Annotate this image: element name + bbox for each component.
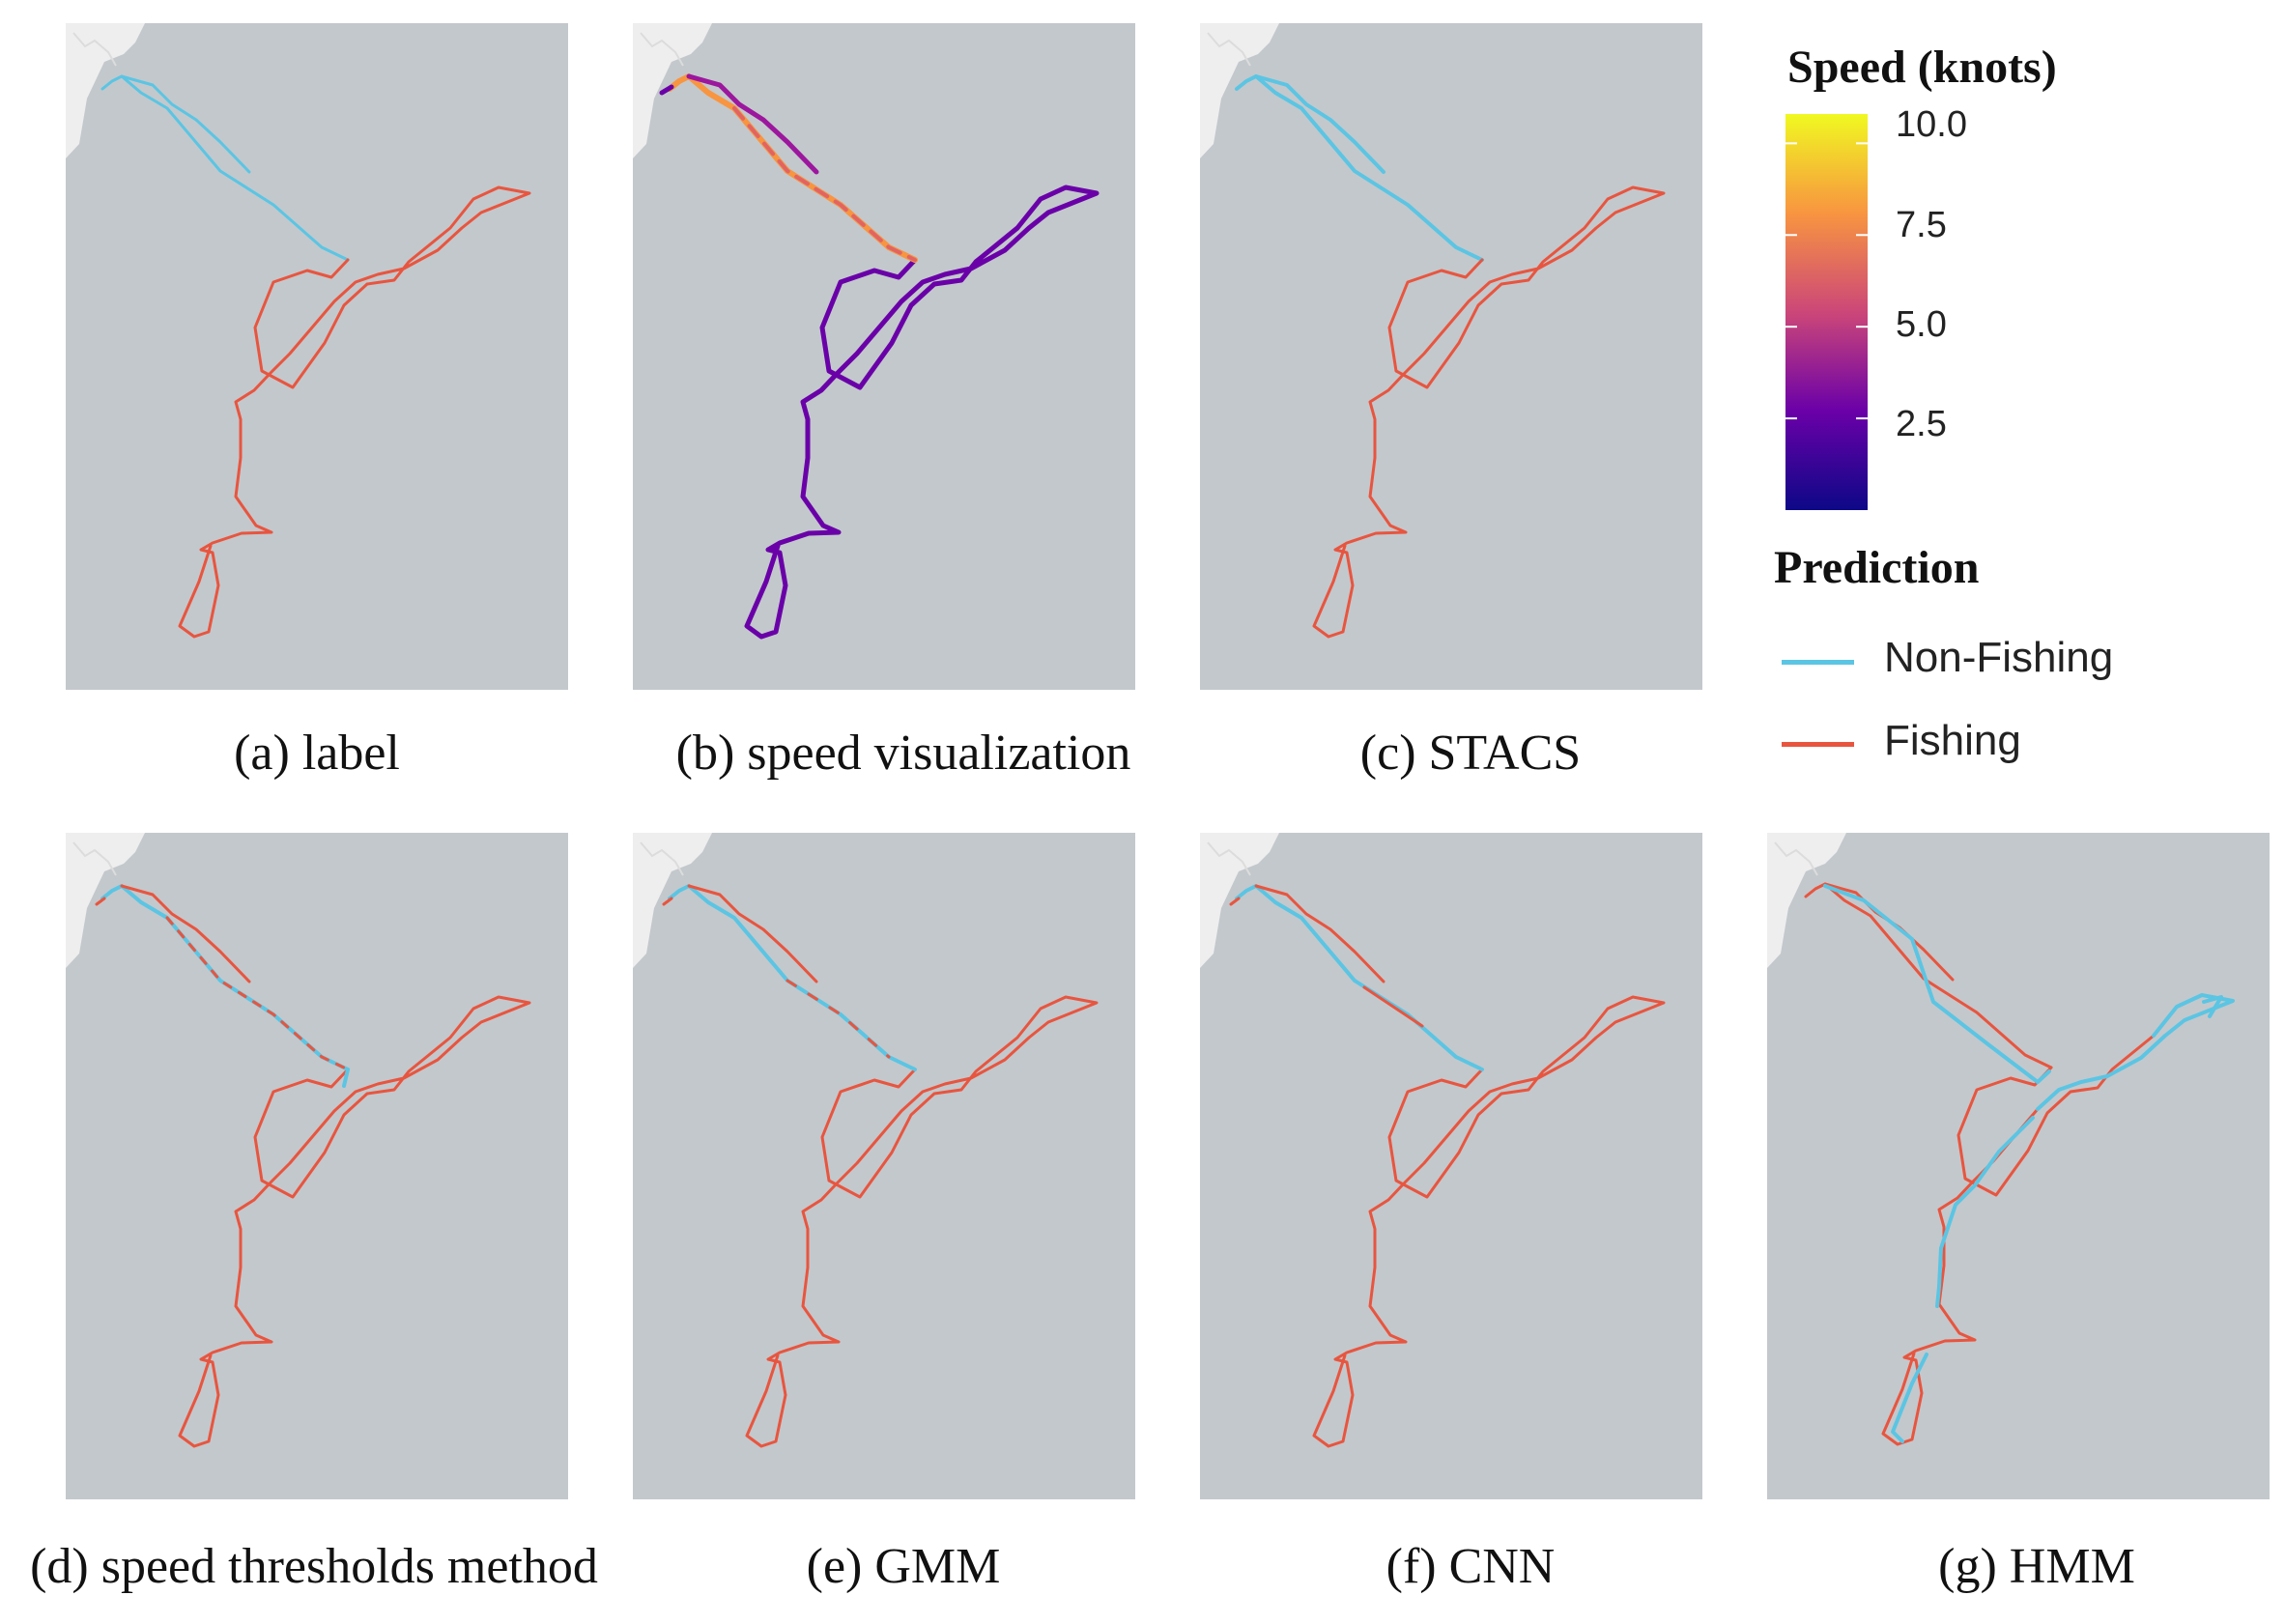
map-svg bbox=[633, 23, 1135, 690]
non-fishing-label: Non-Fishing bbox=[1884, 634, 2114, 681]
caption-f: (f) CNN bbox=[1385, 1539, 1556, 1594]
non-fishing-track bbox=[1235, 884, 1484, 1071]
sea-area bbox=[633, 833, 1135, 1499]
sea-area bbox=[66, 833, 568, 1499]
speed-tick-label: 2.5 bbox=[1896, 404, 1947, 444]
caption-d: (d) speed thresholds method bbox=[30, 1539, 598, 1594]
coast-road bbox=[640, 32, 684, 67]
non-fishing-track bbox=[342, 1068, 350, 1088]
speed-tick-label: 7.5 bbox=[1896, 205, 1947, 245]
fishing-track bbox=[662, 897, 673, 906]
speed-legend-title: Speed (knots) bbox=[1787, 42, 2057, 93]
fishing-track bbox=[1254, 884, 1385, 983]
map-panel-b bbox=[633, 23, 1135, 690]
non-fishing-track bbox=[2202, 995, 2223, 1018]
sea-area bbox=[66, 23, 568, 690]
fishing-track bbox=[178, 185, 531, 639]
fishing-track bbox=[1804, 882, 2053, 1069]
coastline-land bbox=[1200, 833, 1279, 968]
non-fishing-track bbox=[1823, 884, 2051, 1084]
caption-g: (g) HMM bbox=[1938, 1539, 2135, 1594]
coastline-land bbox=[66, 833, 145, 968]
map-panel-e bbox=[633, 833, 1135, 1499]
coast-road bbox=[1774, 841, 1818, 876]
map-svg bbox=[1200, 833, 1702, 1499]
coastline-land bbox=[633, 833, 712, 968]
map-svg bbox=[1767, 833, 2270, 1499]
coast-road bbox=[72, 32, 117, 67]
speed-track-fast bbox=[732, 106, 917, 262]
fishing-track bbox=[178, 995, 531, 1448]
map-svg bbox=[1200, 23, 1702, 690]
sea-area bbox=[1200, 833, 1702, 1499]
fishing-track bbox=[1312, 995, 1666, 1448]
non-fishing-track bbox=[1935, 1116, 2035, 1308]
map-panel-d bbox=[66, 833, 568, 1499]
caption-a: (a) label bbox=[234, 726, 400, 781]
map-panel-a bbox=[66, 23, 568, 690]
fishing-track bbox=[687, 884, 818, 983]
coastline-land bbox=[66, 23, 145, 158]
speed-tick-label: 5.0 bbox=[1896, 304, 1947, 345]
caption-c: (c) STACS bbox=[1359, 726, 1582, 781]
non-fishing-track bbox=[1254, 74, 1385, 174]
fishing-track bbox=[165, 916, 350, 1071]
speed-track-slow bbox=[744, 185, 1100, 640]
speed-track-slow bbox=[659, 84, 674, 96]
coast-road bbox=[640, 841, 684, 876]
caption-e: (e) GMM bbox=[806, 1539, 1001, 1594]
map-panel-f bbox=[1200, 833, 1702, 1499]
fishing-track bbox=[95, 897, 106, 906]
non-fishing-swatch bbox=[1782, 660, 1854, 665]
speed-track-mid bbox=[686, 73, 819, 175]
fishing-track bbox=[1229, 897, 1241, 906]
non-fishing-track bbox=[1891, 1353, 1928, 1443]
caption-b: (b) speed visualization bbox=[675, 726, 1131, 781]
map-svg bbox=[66, 833, 568, 1499]
speed-tick-label: 10.0 bbox=[1896, 104, 1967, 145]
fishing-track bbox=[745, 995, 1099, 1448]
sea-area bbox=[1200, 23, 1702, 690]
non-fishing-track bbox=[120, 74, 251, 174]
non-fishing-track bbox=[1235, 74, 1484, 262]
map-panel-g bbox=[1767, 833, 2270, 1499]
coastline-land bbox=[1200, 23, 1279, 158]
coastline-land bbox=[1767, 833, 1846, 968]
fishing-track bbox=[785, 979, 891, 1059]
fishing-label: Fishing bbox=[1884, 717, 2021, 764]
coast-road bbox=[1207, 841, 1251, 876]
coast-road bbox=[72, 841, 117, 876]
map-svg bbox=[66, 23, 568, 690]
fishing-swatch bbox=[1782, 742, 1854, 747]
non-fishing-track bbox=[2036, 993, 2235, 1111]
coast-road bbox=[1207, 32, 1251, 67]
colorbar-gradient bbox=[1785, 114, 1868, 510]
fishing-track bbox=[120, 884, 251, 983]
prediction-legend-title: Prediction bbox=[1774, 542, 1980, 593]
fishing-track bbox=[1362, 985, 1424, 1028]
speed-colorbar bbox=[1785, 114, 1868, 510]
map-svg bbox=[633, 833, 1135, 1499]
coastline-land bbox=[633, 23, 712, 158]
non-fishing-track bbox=[100, 74, 350, 262]
map-panel-c bbox=[1200, 23, 1702, 690]
fishing-track bbox=[1312, 185, 1666, 639]
